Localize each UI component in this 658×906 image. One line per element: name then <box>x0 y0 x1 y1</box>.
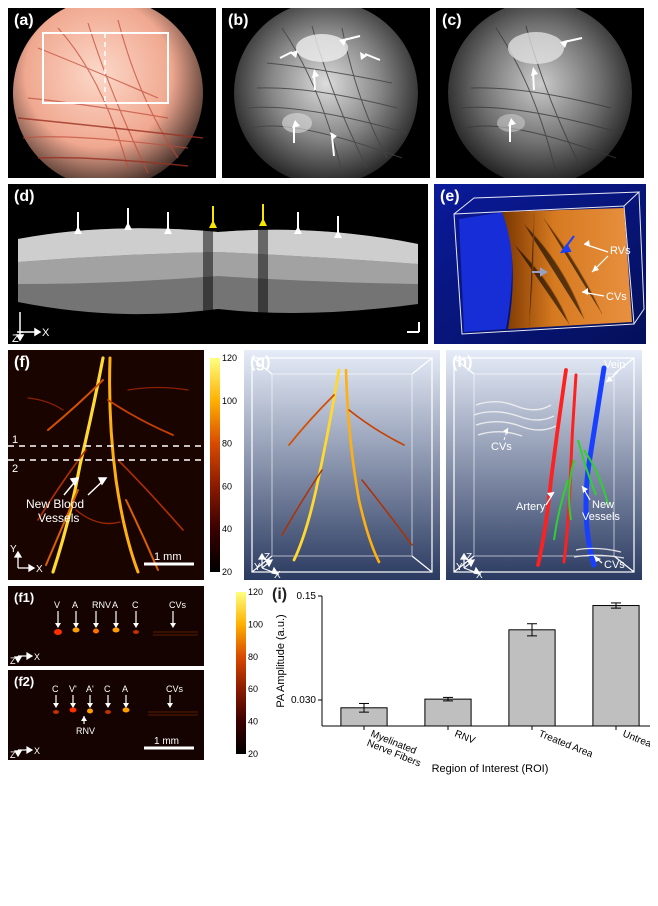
panel-g-axis-y: Y <box>254 562 261 573</box>
panel-f-label: (f) <box>14 354 30 372</box>
panel-f1-label: (f1) <box>14 590 34 605</box>
colorbar-f12-svg: 20 40 60 80 100 120 <box>236 586 264 760</box>
svg-text:RNV: RNV <box>92 600 111 610</box>
panel-f2-axis-z: Z <box>10 750 16 760</box>
svg-text:0.15: 0.15 <box>297 591 317 602</box>
panel-f-scalebar: 1 mm <box>154 551 182 563</box>
panel-f-axis-x: X <box>36 564 43 575</box>
panel-h-cvs-label-bot: CVs <box>604 559 625 571</box>
panel-i-label: (i) <box>272 586 287 604</box>
panel-g-image: Y X Z <box>244 350 440 580</box>
svg-text:Region of Interest (ROI): Region of Interest (ROI) <box>432 763 549 775</box>
panel-a-image <box>8 8 216 178</box>
panel-h-axis-y: Y <box>456 562 463 573</box>
panel-d: (d) <box>8 184 428 344</box>
row-4: (f1) VARNVACCVs <box>8 586 650 776</box>
panel-e: (e) <box>434 184 646 344</box>
panel-d-axis-z: Z <box>12 333 19 344</box>
panel-b: (b) <box>222 8 430 178</box>
panel-a: (a) <box>8 8 216 178</box>
panel-f1: (f1) VARNVACCVs <box>8 586 204 666</box>
svg-text:80: 80 <box>248 652 258 662</box>
panel-e-cvs-label: CVs <box>606 291 627 303</box>
panel-h-vein-label: Vein <box>604 359 625 371</box>
panel-i: (i) 0.030 0.15 PA Amplitude (a.u.) Region o… <box>270 586 650 776</box>
figure-composite: (a) <box>8 8 650 776</box>
panel-f-newvessels-label2: Vessels <box>38 511 79 525</box>
panel-g-label: (g) <box>250 354 270 372</box>
panel-b-label: (b) <box>228 12 248 30</box>
svg-text:100: 100 <box>248 619 263 629</box>
svg-text:V: V <box>54 600 60 610</box>
svg-text:20: 20 <box>248 749 258 759</box>
svg-text:A: A <box>112 600 118 610</box>
svg-text:40: 40 <box>248 717 258 727</box>
panel-e-label: (e) <box>440 188 460 206</box>
row-2: (d) <box>8 184 650 344</box>
panel-c-image <box>436 8 644 178</box>
panel-e-rvs-label: RVs <box>610 245 631 257</box>
panel-f-line2-label: 2 <box>12 463 18 475</box>
panel-g: (g) <box>244 350 440 580</box>
panel-h-label: (h) <box>452 354 472 372</box>
panel-b-image <box>222 8 430 178</box>
panel-h-image: Vein CVs Artery New Vessels CVs Y X <box>446 350 642 580</box>
panel-c: (c) <box>436 8 644 178</box>
svg-text:20: 20 <box>222 567 232 577</box>
svg-text:A': A' <box>86 684 94 694</box>
panel-h: (h) <box>446 350 642 580</box>
svg-text:100: 100 <box>222 396 237 406</box>
panel-a-label: (a) <box>14 12 34 30</box>
panel-f-image: 1 2 New Blood Vessels 1 mm X Y <box>8 350 204 580</box>
panel-f2-axis-x: X <box>34 746 40 756</box>
panel-h-new-label1: New <box>592 499 614 511</box>
svg-text:C: C <box>132 600 139 610</box>
svg-text:60: 60 <box>248 684 258 694</box>
svg-text:A: A <box>72 600 78 610</box>
svg-text:CVs: CVs <box>169 600 187 610</box>
panel-d-label: (d) <box>14 188 34 206</box>
panel-f-line1-label: 1 <box>12 434 18 446</box>
panel-d-axis-x: X <box>42 327 50 339</box>
svg-text:C: C <box>52 684 59 694</box>
svg-text:60: 60 <box>222 481 232 491</box>
panel-f-axis-y: Y <box>10 544 17 555</box>
row-1: (a) <box>8 8 650 178</box>
panel-f2-scalebar: 1 mm <box>154 736 179 747</box>
panel-f1-f2-stack: (f1) VARNVACCVs <box>8 586 232 776</box>
svg-text:80: 80 <box>222 439 232 449</box>
colorbar-f12: 20 40 60 80 100 120 <box>236 586 264 760</box>
svg-text:CVs: CVs <box>166 684 184 694</box>
panel-f2-rnv-label: RNV <box>76 726 95 736</box>
svg-text:C: C <box>104 684 111 694</box>
panel-f1-axis-z: Z <box>10 656 16 666</box>
svg-text:A: A <box>122 684 128 694</box>
chart-i-svg: 0.030 0.15 PA Amplitude (a.u.) Region of In… <box>270 586 650 776</box>
svg-text:40: 40 <box>222 524 232 534</box>
panel-d-image: X Z <box>8 184 428 344</box>
panel-h-new-label2: Vessels <box>582 511 620 523</box>
panel-c-label: (c) <box>442 12 462 30</box>
panel-f1-axis-x: X <box>34 652 40 662</box>
colorbar-f: 20 40 60 80 100 120 <box>210 350 238 580</box>
panel-e-image: RVs CVs <box>434 184 646 344</box>
panel-f2: (f2) CV'A'CACVs RN <box>8 670 204 760</box>
panel-h-artery-label: Artery <box>516 501 546 513</box>
panel-f: (f) <box>8 350 204 580</box>
colorbar-f-svg: 20 40 60 80 100 120 <box>210 350 238 580</box>
row-3: (f) <box>8 350 650 580</box>
panel-f1-image: VARNVACCVs X Z <box>8 586 204 666</box>
svg-text:120: 120 <box>222 353 237 363</box>
panel-h-cvs-label-top: CVs <box>491 441 512 453</box>
panel-f-newvessels-label1: New Blood <box>26 497 84 511</box>
svg-text:V': V' <box>69 684 77 694</box>
panel-f2-label: (f2) <box>14 674 34 689</box>
panel-f2-image: C V' A' C A CVs RNV 1 mm X Z <box>8 670 204 760</box>
svg-text:0.030: 0.030 <box>291 695 316 706</box>
svg-text:PA Amplitude (a.u.): PA Amplitude (a.u.) <box>275 614 287 707</box>
svg-text:120: 120 <box>248 587 263 597</box>
